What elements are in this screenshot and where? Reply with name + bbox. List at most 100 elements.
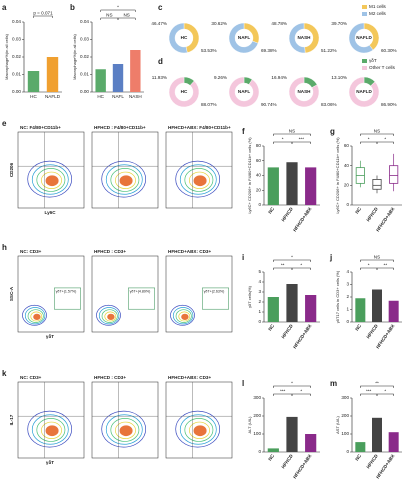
panel-letter: j	[329, 253, 332, 262]
plot-title: HFHCD : CD3+	[94, 375, 126, 380]
x-tick-label: HFHCD	[365, 206, 379, 223]
category-label: HC	[181, 89, 188, 94]
bar	[267, 448, 279, 452]
panel-letter: c	[158, 3, 163, 12]
y-tick-label: 2	[258, 299, 261, 304]
panel-letter: b	[70, 3, 75, 12]
plot-frame	[17, 381, 85, 459]
value-label: 48.78%	[271, 21, 287, 26]
x-tick-label: NC	[354, 323, 362, 332]
x-tick-label: HFHCD+ABX	[292, 206, 313, 233]
panel-letter: l	[242, 379, 244, 388]
y-tick-label: 20	[344, 183, 350, 188]
significance-label: **	[375, 381, 379, 386]
significance-label: p = 0.071	[33, 11, 53, 16]
donut-segment	[168, 22, 188, 54]
density-contour	[33, 313, 41, 321]
density-contour	[31, 164, 69, 195]
significance-label: *	[300, 263, 302, 268]
y-tick-label: 300	[253, 395, 261, 400]
category-label: NAFLD	[356, 89, 372, 94]
significance-bracket	[360, 267, 378, 270]
significance-label: NS	[374, 255, 380, 260]
panel-letter: a	[2, 3, 7, 12]
significance-bracket	[360, 393, 378, 396]
donut-segment	[348, 22, 374, 54]
value-label: 9.26%	[214, 75, 227, 80]
significance-label: *	[291, 255, 293, 260]
plot-frame	[91, 381, 159, 459]
density-contour	[31, 414, 69, 445]
y-tick-label: 40	[256, 173, 262, 178]
category-label: HC	[181, 35, 188, 40]
density-contour	[119, 425, 133, 437]
significance-label: *	[384, 137, 386, 142]
panel-letter: k	[2, 369, 7, 378]
panel-letter: g	[330, 127, 335, 136]
y-tick-label: 0	[346, 202, 349, 207]
density-contour	[170, 304, 195, 326]
significance-label: ***	[299, 137, 305, 142]
bar	[305, 167, 317, 205]
x-tick-label: HFHCD	[280, 323, 294, 340]
legend-swatch	[362, 66, 367, 70]
bar	[388, 432, 399, 452]
y-tick-label: 0.00	[80, 89, 89, 94]
bar	[267, 297, 279, 322]
plot-title: HFHCD : F4/80+CD11b+	[94, 125, 146, 130]
x-tick-label: HFHCD+ABX	[292, 323, 313, 350]
density-contour	[172, 307, 194, 325]
bar	[305, 295, 317, 322]
density-contour	[27, 160, 73, 198]
x-tick-label: HFHCD	[280, 206, 294, 223]
x-tick-label: HFHCD	[280, 453, 294, 470]
donut-segment	[348, 76, 380, 108]
gate-label: γδT+(2.63%)	[204, 290, 225, 294]
significance-bracket	[291, 267, 311, 270]
value-label: 30.62%	[211, 21, 227, 26]
gate-label: γδT+(4.89%)	[130, 290, 151, 294]
bar	[355, 298, 366, 322]
value-label: 46.47%	[151, 21, 167, 26]
bar	[372, 417, 382, 452]
x-tick-label: NC	[267, 206, 275, 215]
y-tick-label: 3	[258, 289, 261, 294]
y-tick-label: 200	[253, 413, 261, 418]
donut-segment	[228, 22, 259, 54]
y-tick-label: 3	[346, 282, 349, 287]
significance-bracket	[273, 141, 293, 144]
density-contour	[115, 421, 136, 439]
bar	[95, 69, 106, 92]
plot-title: HFHCD+ABX: CD3+	[168, 375, 211, 380]
donut-segment	[288, 76, 320, 108]
legend-label: M2 cells	[369, 11, 387, 16]
density-contour	[105, 414, 143, 445]
density-contour	[175, 309, 192, 323]
category-label: NASH	[297, 89, 311, 94]
y-tick-label: 60	[256, 158, 262, 163]
bar	[112, 64, 124, 92]
legend-label: M1 cells	[369, 4, 387, 9]
value-label: 90.74%	[261, 102, 277, 107]
donut-segment	[288, 22, 306, 54]
density-contour	[27, 309, 44, 323]
y-tick-label: 200	[341, 413, 349, 418]
density-contour	[41, 421, 62, 439]
value-label: 13.10%	[331, 75, 347, 80]
value-label: 60.30%	[381, 48, 397, 53]
significance-label: *	[384, 389, 386, 394]
legend-swatch	[362, 5, 367, 9]
significance-label: *	[368, 263, 370, 268]
significance-bracket	[360, 141, 378, 144]
density-contour	[101, 160, 147, 198]
density-contour	[193, 425, 207, 437]
y-axis-label: Ly6C+ CD206+ in F4/80+CD11b+ cells (%)	[335, 137, 340, 214]
significance-bracket	[117, 17, 136, 20]
significance-bracket	[273, 259, 311, 262]
density-contour	[96, 304, 121, 326]
bar	[286, 162, 298, 205]
x-tick-label: NC	[267, 323, 275, 332]
category-label: NAFL	[238, 89, 250, 94]
significance-bracket	[273, 393, 293, 396]
